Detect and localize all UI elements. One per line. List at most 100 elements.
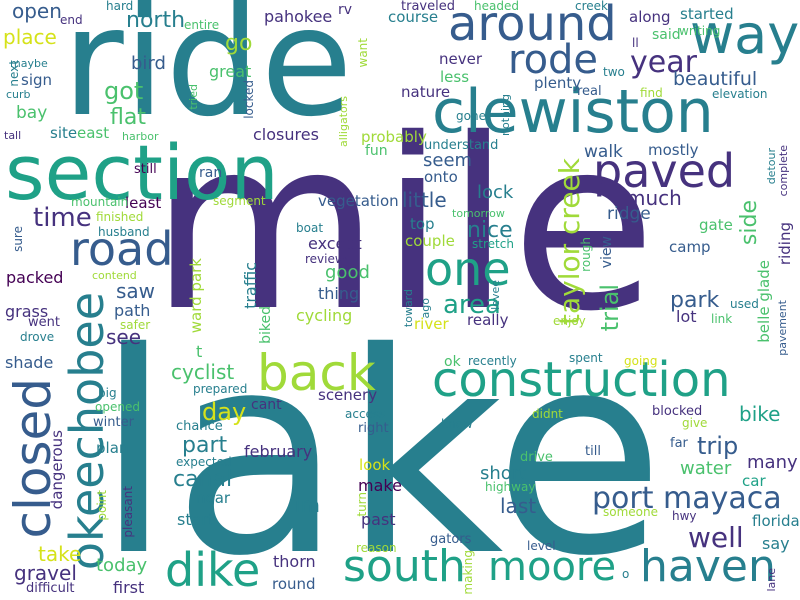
- word-detour: detour: [765, 148, 778, 185]
- word-place: place: [3, 25, 57, 49]
- word-plan: plan: [96, 439, 129, 457]
- word-gate: gate: [699, 216, 733, 234]
- word-go: go: [225, 31, 253, 56]
- word-reviews: reviews: [305, 252, 351, 266]
- word-less: less: [440, 68, 470, 86]
- word-im: im: [295, 493, 321, 517]
- word-south: south: [343, 541, 466, 592]
- word-traveled: traveled: [401, 0, 455, 14]
- word-moore: moore: [488, 544, 617, 590]
- word-year: year: [630, 45, 697, 80]
- word-path: path: [114, 301, 151, 320]
- word-rode: rode: [508, 37, 599, 83]
- word-canal: canal: [173, 467, 233, 492]
- word-hwy: hwy: [672, 509, 697, 523]
- word-trip: trip: [697, 432, 739, 460]
- word-port: port: [592, 481, 654, 516]
- word-plenty: plenty: [534, 74, 582, 92]
- word-making: making: [461, 550, 475, 595]
- word-difficult: difficult: [26, 581, 75, 596]
- word-really: really: [467, 311, 509, 329]
- word-one: one: [425, 242, 511, 296]
- word-finished: finished: [96, 210, 144, 224]
- word-vegetation: vegetation: [318, 192, 399, 210]
- word-opened: opened: [95, 400, 140, 414]
- word-along: along: [629, 8, 671, 26]
- word-part: part: [182, 433, 228, 458]
- word-least: least: [125, 194, 162, 212]
- word-day: day: [202, 398, 247, 426]
- word-river: river: [414, 315, 449, 333]
- word-curb: curb: [6, 88, 31, 101]
- word-belle-glade: belle glade: [755, 260, 773, 343]
- word-going: going: [624, 354, 658, 368]
- word-traffic: traffic: [241, 262, 260, 309]
- word-ok: ok: [444, 354, 461, 370]
- word-grass: grass: [5, 302, 49, 321]
- word-real: real: [577, 84, 602, 99]
- word-riding: riding: [776, 222, 794, 266]
- word-end: end: [60, 13, 83, 27]
- word-pleasant: pleasant: [121, 486, 135, 538]
- word-pavement: pavement: [776, 300, 789, 356]
- word-except: except: [308, 234, 362, 253]
- word-construction: construction: [432, 352, 731, 408]
- word-two: two: [603, 65, 625, 79]
- word-nature: nature: [401, 83, 451, 101]
- word-still: still: [134, 162, 157, 177]
- word-safer: safer: [120, 318, 151, 332]
- word-scenery: scenery: [318, 386, 378, 404]
- word-start: start: [177, 510, 215, 529]
- word-port-mayaca: port mayaca: [592, 484, 782, 514]
- word-mountain: mountain: [71, 195, 129, 209]
- word-florida: florida: [752, 512, 800, 530]
- word-water: water: [680, 458, 732, 479]
- word-mayaca: mayaca: [663, 481, 782, 516]
- word-understand: understand: [424, 138, 499, 153]
- word-complete: complete: [777, 145, 790, 197]
- word-levee: levee: [489, 280, 502, 310]
- word-creek: creek: [575, 0, 608, 13]
- word-didnt: didnt: [532, 407, 563, 421]
- word-give: give: [682, 416, 708, 430]
- word-used: used: [730, 297, 759, 311]
- word-closures: closures: [253, 125, 319, 144]
- word-reason: reason: [356, 541, 397, 555]
- word-way: way: [690, 3, 800, 66]
- word-find: find: [640, 86, 663, 100]
- word-north: north: [126, 8, 186, 33]
- word-packed: packed: [6, 268, 64, 287]
- word-walk: walk: [584, 142, 623, 162]
- word-right: right: [358, 421, 389, 436]
- word-lock: lock: [477, 182, 514, 203]
- word-turn: turn: [355, 492, 369, 517]
- word-want: want: [356, 38, 370, 68]
- word-pahokee: pahokee: [264, 7, 333, 26]
- word-o: o: [622, 567, 630, 581]
- word-around: around: [448, 0, 617, 52]
- word-harbor: harbor: [122, 130, 159, 143]
- word-take: take: [38, 542, 82, 566]
- word-clewiston: clewiston: [432, 77, 714, 147]
- word-haven: haven: [640, 541, 776, 592]
- word-writing: writing: [679, 24, 721, 38]
- word-round: round: [272, 575, 316, 593]
- word-look: look: [359, 456, 391, 474]
- word-toward: toward: [402, 289, 415, 328]
- word-lot: lot: [676, 307, 697, 326]
- word-near: near: [196, 489, 231, 507]
- word-point: point: [95, 490, 109, 521]
- word-mostly: mostly: [648, 141, 699, 159]
- word-last: last: [500, 494, 537, 518]
- word-saw: saw: [116, 279, 156, 303]
- word-started: started: [680, 5, 734, 23]
- word-drive: drive: [520, 450, 553, 465]
- word-access: access: [345, 407, 386, 421]
- word-t: t: [196, 342, 203, 361]
- word-lane: lane: [765, 568, 778, 592]
- word-big: big: [98, 386, 117, 400]
- word-segment: segment: [213, 194, 266, 208]
- word-gone: gone: [456, 109, 486, 123]
- word-gravel: gravel: [14, 561, 77, 585]
